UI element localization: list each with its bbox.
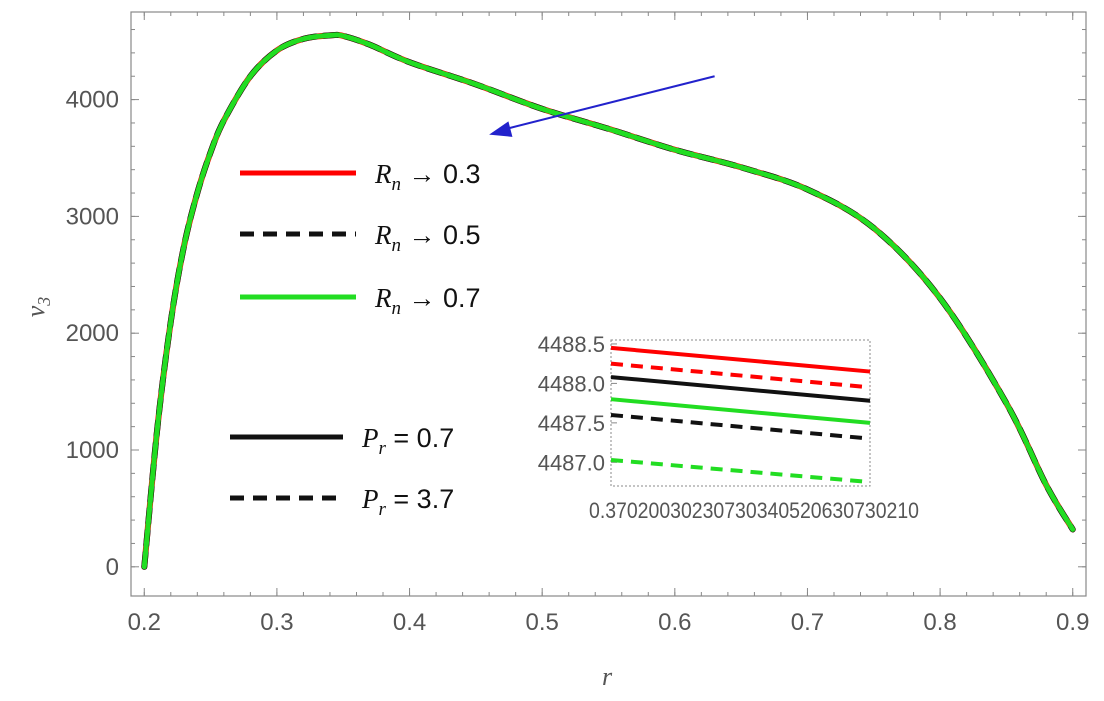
inset-series-line-3 — [610, 375, 871, 403]
plot-border — [130, 11, 1087, 597]
legend-label: Pr = 3.7 — [361, 484, 454, 520]
x-tick-label: 0.5 — [525, 609, 558, 636]
inset-series-line-6 — [610, 457, 871, 485]
legend: Rn → 0.3 Rn → 0.5 Rn → 0.7 Pr = 0.7 Pr = 3.7 — [230, 159, 481, 520]
legend-label: Rn → 0.7 — [374, 283, 481, 319]
y-tick-label: 1000 — [66, 437, 119, 464]
inset-y-tick-label: 4487.5 — [538, 411, 605, 436]
y-tick-label: 2000 — [66, 320, 119, 347]
inset-border — [610, 339, 871, 487]
x-tick-label: 0.7 — [791, 609, 824, 636]
annotation-arrow — [489, 75, 715, 137]
inset-plot: 4487.0 4487.5 4488.0 4488.5 0.37020030230730… — [538, 332, 919, 523]
series-group — [141, 31, 1076, 570]
arrow-head — [489, 121, 513, 137]
y-tick-label: 0 — [106, 554, 119, 581]
x-tick-label: 0.8 — [923, 609, 956, 636]
legend-label: Rn → 0.5 — [374, 220, 481, 256]
series-line-1 — [141, 31, 1076, 570]
x-tick-label: 0.6 — [658, 609, 691, 636]
legend-label: Pr = 0.7 — [361, 423, 454, 459]
series-line-3 — [141, 32, 1076, 570]
axis-ticks: 0.2 0.3 0.4 0.5 0.6 0.7 0.8 0.9 0 1000 2000 3000 400… — [66, 12, 1089, 636]
inset-y-tick-label: 4488.5 — [538, 332, 605, 357]
inset-y-tick-label: 4488.0 — [538, 371, 605, 396]
inset-series-line-4 — [610, 397, 871, 425]
plot-frame — [130, 11, 1087, 597]
y-axis-label-sub: 3 — [34, 297, 54, 307]
x-tick-label: 0.4 — [393, 609, 426, 636]
series-line-2 — [141, 31, 1076, 570]
y-tick-label: 4000 — [66, 87, 119, 114]
arrow-shaft — [502, 75, 715, 131]
inset-series-line-5 — [610, 412, 871, 441]
legend-label: Rn → 0.3 — [374, 159, 481, 195]
inset-series-line-1 — [610, 345, 871, 374]
x-axis-label: r — [602, 662, 613, 691]
inset-y-tick-label: 4487.0 — [538, 450, 605, 475]
x-tick-label: 0.3 — [260, 609, 293, 636]
x-tick-label: 0.2 — [128, 609, 161, 636]
x-tick-label: 0.9 — [1056, 609, 1089, 636]
y-tick-label: 3000 — [66, 203, 119, 230]
inset-x-tick-labels: 0.37020030230730340520630730210 — [589, 498, 919, 523]
inset-series-line-2 — [610, 361, 871, 390]
y-axis-label-base: v — [21, 305, 50, 317]
y-axis-label: v3 — [21, 297, 54, 318]
